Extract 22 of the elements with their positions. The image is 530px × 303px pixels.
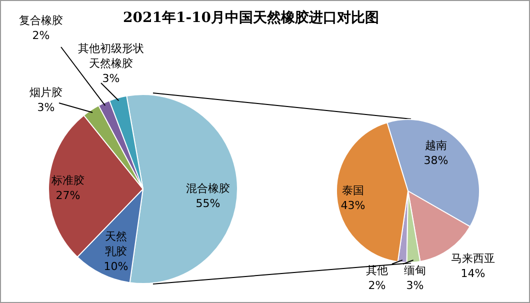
slice-label: 混合橡胶 — [186, 182, 230, 195]
slice-label: 其他初级形状天然橡胶 — [78, 42, 144, 70]
slice-label: 标准胶 — [50, 174, 84, 187]
slice-label: 泰国 — [342, 184, 364, 197]
slice-label: 马来西亚 — [451, 252, 495, 265]
data-label: 2% — [32, 28, 50, 42]
slice-label: 缅甸 — [404, 264, 426, 277]
data-label: 55% — [196, 196, 220, 210]
data-label: 10% — [104, 260, 128, 273]
slice-label: 烟片胶 — [30, 86, 62, 99]
slice-label: 越南 — [425, 138, 447, 152]
data-label: 3% — [406, 278, 424, 292]
data-label: 3% — [102, 72, 120, 85]
data-label: 43% — [340, 198, 366, 212]
data-label: 14% — [460, 266, 486, 280]
slice-label: 复合橡胶 — [19, 14, 63, 27]
chart-title: 2021年1-10月中国天然橡胶进口对比图 — [123, 10, 379, 26]
data-label: 3% — [37, 100, 55, 114]
data-label: 2% — [368, 278, 386, 292]
slice-label: 天然乳胶 — [105, 230, 127, 258]
data-label: 38% — [424, 154, 448, 167]
data-label: 27% — [56, 188, 80, 202]
